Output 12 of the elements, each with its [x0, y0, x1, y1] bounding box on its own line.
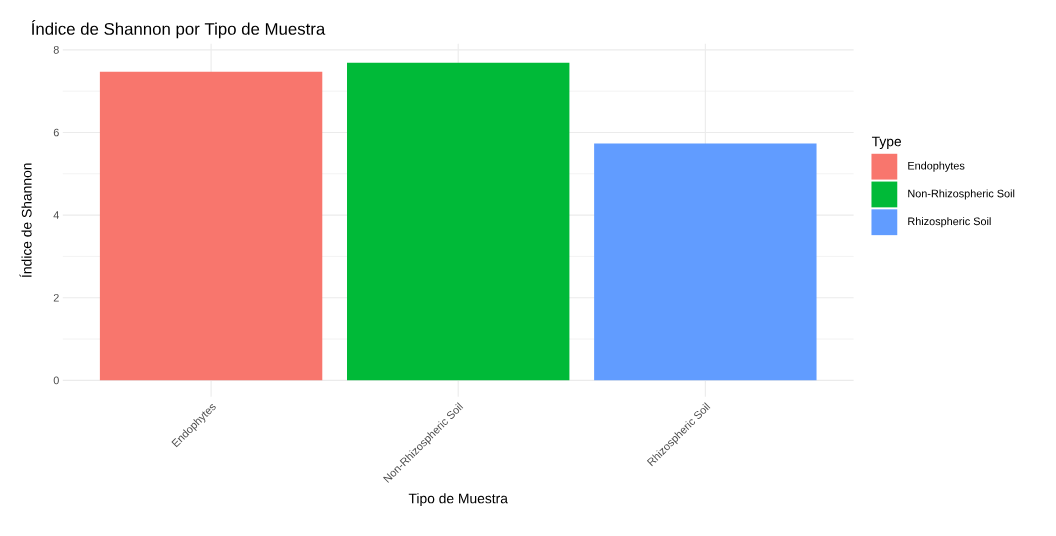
- legend-label: Endophytes: [908, 161, 965, 172]
- y-tick-label: 6: [53, 128, 59, 137]
- y-tick-label: 8: [53, 46, 59, 54]
- chart-title: Índice de Shannon por Tipo de Muestra: [31, 20, 326, 39]
- y-tick-label: 2: [53, 294, 59, 302]
- y-tick-label: 0: [53, 376, 59, 385]
- legend-title: Type: [871, 136, 902, 150]
- y-tick-label: 4: [53, 211, 59, 219]
- y-axis-title: Índice de Shannon: [19, 163, 32, 278]
- x-axis-title: Tipo de Muestra: [408, 493, 508, 507]
- legend-label: Non-Rhizospheric Soil: [908, 189, 1015, 200]
- legend-label: Rhizospheric Soil: [908, 217, 991, 228]
